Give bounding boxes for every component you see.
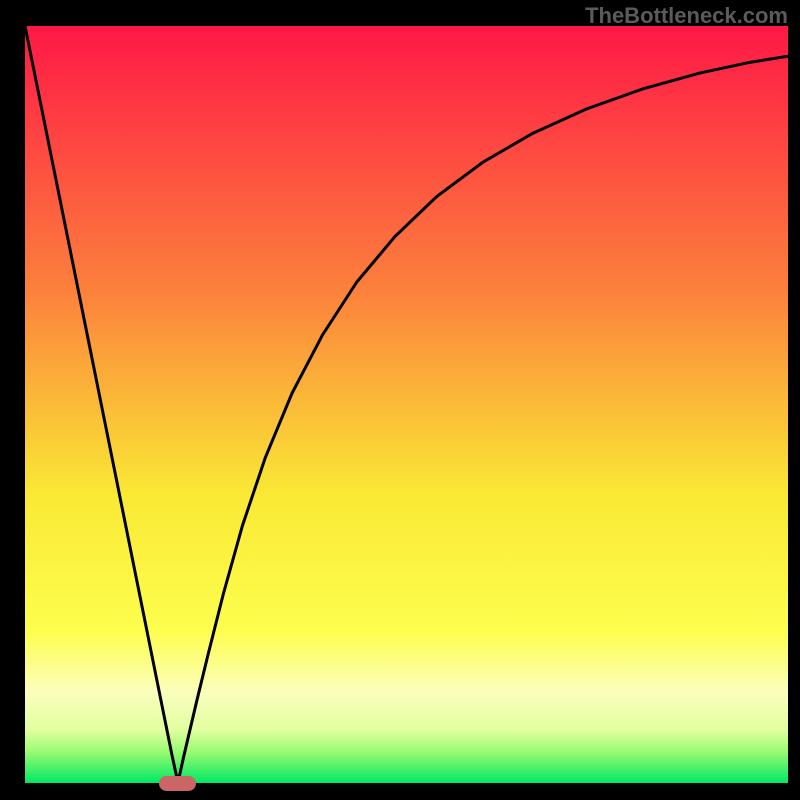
watermark-text: TheBottleneck.com xyxy=(585,3,788,29)
chart-container: TheBottleneck.com xyxy=(0,0,800,800)
optimal-point-marker xyxy=(159,776,196,791)
plot-area xyxy=(25,26,788,783)
gradient-background xyxy=(25,26,788,783)
